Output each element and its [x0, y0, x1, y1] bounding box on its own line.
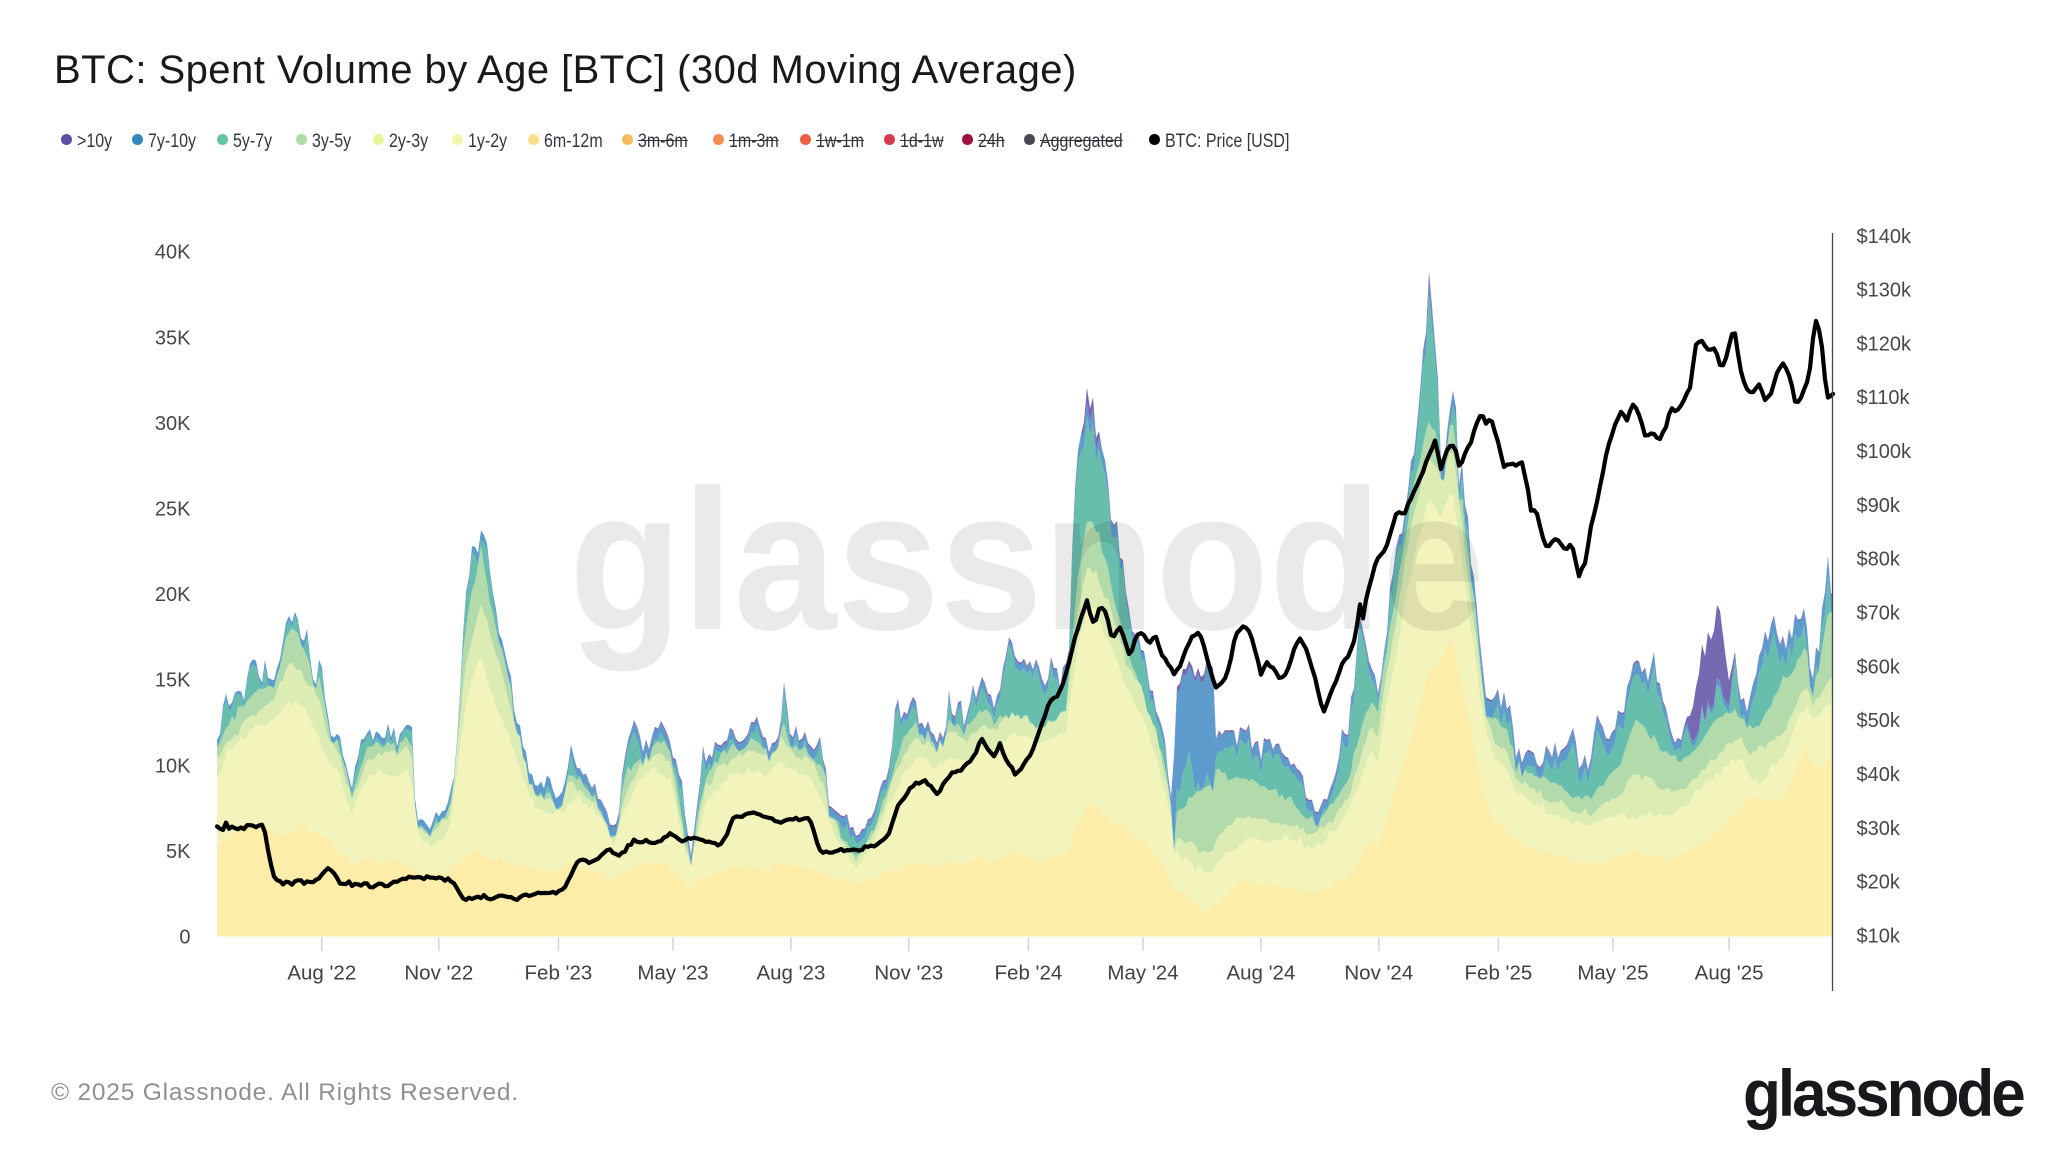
svg-text:$30k: $30k [1857, 818, 1901, 840]
svg-text:$80k: $80k [1857, 549, 1901, 571]
svg-text:May '23: May '23 [637, 962, 708, 985]
svg-text:May '24: May '24 [1107, 962, 1178, 985]
svg-text:$50k: $50k [1857, 710, 1901, 732]
svg-text:$70k: $70k [1857, 603, 1901, 625]
svg-text:Feb '24: Feb '24 [995, 962, 1063, 985]
svg-text:Aug '23: Aug '23 [756, 962, 825, 985]
svg-text:$130k: $130k [1857, 280, 1912, 302]
svg-text:Nov '23: Nov '23 [874, 962, 943, 985]
svg-text:$90k: $90k [1857, 495, 1901, 517]
svg-text:Feb '23: Feb '23 [525, 962, 593, 985]
svg-text:5K: 5K [166, 841, 191, 863]
svg-text:30K: 30K [155, 413, 191, 435]
svg-text:0: 0 [179, 927, 190, 949]
svg-text:Aug '22: Aug '22 [287, 962, 356, 985]
svg-text:$120k: $120k [1857, 333, 1912, 355]
svg-text:Feb '25: Feb '25 [1465, 962, 1533, 985]
svg-text:35K: 35K [155, 327, 191, 349]
svg-text:15K: 15K [155, 670, 191, 692]
svg-text:$140k: $140k [1857, 226, 1912, 248]
svg-text:40K: 40K [155, 242, 191, 264]
svg-text:Aug '24: Aug '24 [1226, 962, 1295, 985]
svg-text:$10k: $10k [1857, 926, 1901, 948]
svg-text:May '25: May '25 [1577, 962, 1648, 985]
svg-text:$60k: $60k [1857, 656, 1901, 678]
svg-text:Aug '25: Aug '25 [1695, 962, 1764, 985]
svg-text:Nov '22: Nov '22 [404, 962, 473, 985]
svg-text:20K: 20K [155, 584, 191, 606]
svg-text:$40k: $40k [1857, 764, 1901, 786]
svg-text:$110k: $110k [1857, 387, 1911, 409]
svg-text:glassnode: glassnode [569, 449, 1485, 672]
svg-text:Nov '24: Nov '24 [1344, 962, 1413, 985]
svg-text:25K: 25K [155, 499, 191, 521]
svg-text:$20k: $20k [1857, 872, 1901, 894]
svg-text:10K: 10K [155, 755, 191, 777]
svg-text:$100k: $100k [1857, 441, 1912, 463]
